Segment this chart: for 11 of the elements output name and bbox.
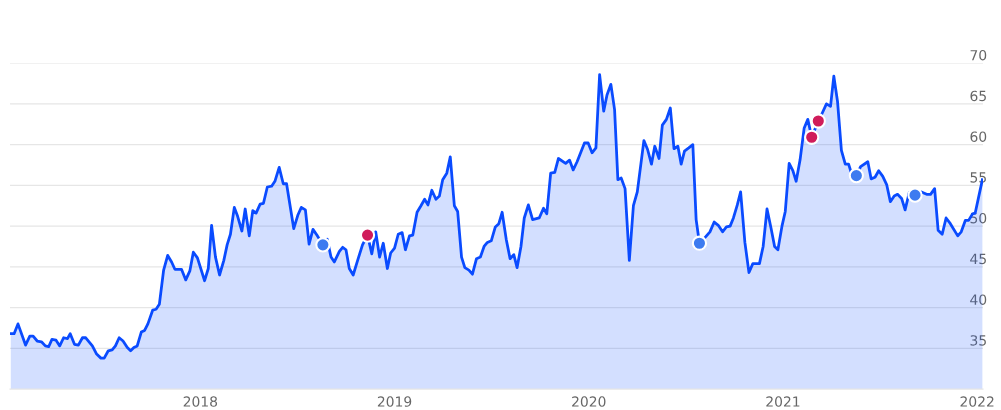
y-tick-label: 40 <box>970 294 987 305</box>
x-tick-label: 2022 <box>960 396 994 407</box>
x-tick-label: 2021 <box>766 396 800 407</box>
x-tick-label: 2018 <box>183 396 218 407</box>
y-tick-label: 65 <box>970 90 986 102</box>
y-tick-label: 45 <box>970 253 986 265</box>
y-tick-label: 60 <box>970 131 987 142</box>
y-tick-label: 70 <box>970 49 987 61</box>
x-tick-label: 2019 <box>377 396 412 407</box>
y-tick-label: 35 <box>970 335 986 346</box>
x-tick-label: 2020 <box>572 396 606 407</box>
